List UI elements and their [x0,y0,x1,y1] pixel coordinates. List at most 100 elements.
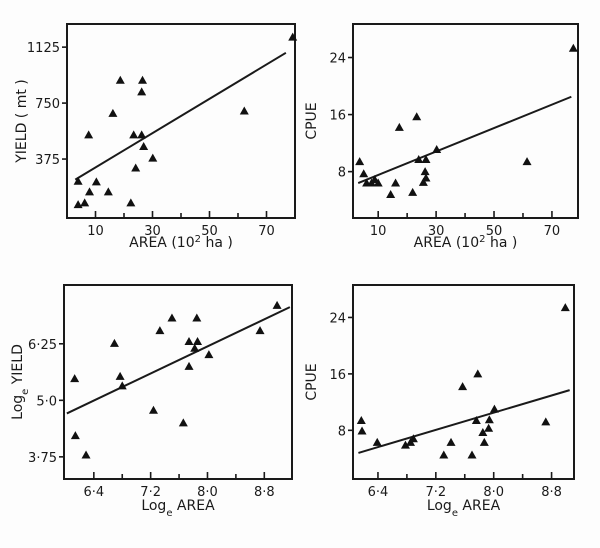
data-point [126,198,136,207]
label-text: AREA (10 [414,235,479,251]
y-tick-label: 6·25 [28,338,57,353]
label-text: AREA [458,498,501,514]
data-point [432,145,442,154]
label-text: AREA (10 [129,235,194,251]
data-point [108,108,118,117]
data-point [357,426,367,435]
label-text: YIELD [10,344,26,389]
label-text: CPUE [304,363,320,400]
x-tick-label: 8·8 [254,485,275,500]
y-tick-label: 16 [329,368,346,383]
x-axis-label: AREA (102 ha ) [414,234,518,252]
x-axis-label: AREA (102 ha ) [129,234,233,252]
data-point [80,198,90,207]
x-tick-label: 7·2 [425,485,446,500]
data-point [473,369,483,378]
data-point [418,177,428,186]
x-axis-label: Loge AREA [141,498,215,519]
scatter-panel-4: 6·4 7·2 8·0 8·8 8 16 24 Loge AREA CPUE [304,284,575,519]
y-tick-label: 24 [329,311,346,326]
label-text: Log [141,498,166,514]
superscript: 2 [479,234,485,245]
data-point [73,200,83,209]
y-tick-label: 24 [329,52,346,67]
data-point [359,169,369,178]
data-point [184,361,194,370]
data-point [400,440,410,449]
x-tick-label: 7·2 [140,485,161,500]
regression-line [357,95,572,184]
data-point [81,450,91,459]
data-point [446,437,456,446]
x-tick-label: 10 [370,224,387,239]
data-point [255,326,265,335]
data-point [439,450,449,459]
data-point [178,418,188,427]
y-axis-label: YIELD ( mt ) [14,79,30,164]
data-point [85,187,95,196]
data-point [478,427,488,436]
data-point [421,155,431,164]
label-text: CPUE [304,102,320,139]
data-point [370,174,380,183]
label-text: AREA [172,498,215,514]
plot-frame [352,284,575,480]
data-point [138,75,148,84]
label-text: Log [10,395,26,420]
subscript: e [452,508,458,519]
label-text: ha ) [486,235,518,251]
y-axis-label: CPUE [304,102,320,139]
data-point [70,374,80,383]
data-point [109,338,119,347]
y-tick-label: 375 [35,153,60,168]
label-text: Log [427,498,452,514]
data-point [408,187,418,196]
superscript: 2 [195,234,201,245]
x-tick-label: 6·4 [83,485,104,500]
x-axis-label: Loge AREA [427,498,501,519]
data-point [155,326,165,335]
x-tick-label: 6·4 [368,485,389,500]
data-point [471,415,481,424]
subscript: e [166,508,172,519]
plot-frame [63,284,293,480]
regression-line [66,306,291,415]
data-point [408,434,418,443]
data-point [414,155,424,164]
data-point [193,337,203,346]
x-tick-label: 8·0 [483,485,504,500]
data-point [103,187,113,196]
data-point [355,157,365,166]
data-point [541,417,551,426]
data-point [356,415,366,424]
regression-line [74,51,287,181]
data-point [117,381,127,390]
data-point [391,178,401,187]
data-point [137,130,147,139]
x-tick-label: 70 [544,224,561,239]
data-point [522,157,532,166]
data-point [184,337,194,346]
scatter-panel-2: 10 30 50 70 8 16 24 AREA (102 ha ) CPUE [304,23,579,252]
label-text: YIELD ( mt ) [14,79,30,164]
data-point [192,313,202,322]
data-point [484,415,494,424]
data-point [372,437,382,446]
data-point [131,163,141,172]
data-point [148,153,158,162]
data-point [84,130,94,139]
data-point [479,437,489,446]
y-axis-label: CPUE [304,363,320,400]
data-point [190,343,200,352]
data-point [115,371,125,380]
data-point [70,431,80,440]
data-point [239,106,249,115]
x-tick-label: 50 [486,224,503,239]
y-tick-label: 5·0 [36,394,57,409]
x-tick-label: 50 [201,224,218,239]
data-point [115,75,125,84]
x-tick-label: 10 [87,224,104,239]
data-point [560,303,570,312]
